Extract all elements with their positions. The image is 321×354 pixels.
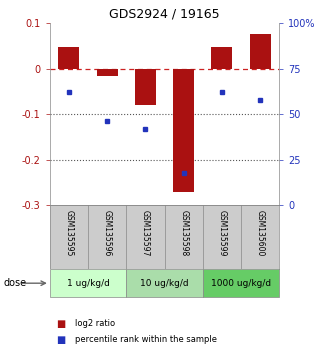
Text: percentile rank within the sample: percentile rank within the sample [75, 335, 217, 344]
Bar [203, 269, 279, 297]
Text: GSM135600: GSM135600 [256, 210, 265, 257]
Text: GSM135596: GSM135596 [103, 210, 112, 257]
Bar [211, 47, 232, 69]
Bar [97, 69, 118, 76]
Bar [135, 69, 156, 105]
Bar [126, 269, 203, 297]
Text: GSM135598: GSM135598 [179, 210, 188, 257]
Text: ■: ■ [56, 335, 65, 345]
Text: GSM135597: GSM135597 [141, 210, 150, 257]
Text: ■: ■ [56, 319, 65, 329]
Bar [250, 34, 271, 69]
Text: GSM135595: GSM135595 [65, 210, 74, 257]
Text: GSM135599: GSM135599 [217, 210, 226, 257]
Title: GDS2924 / 19165: GDS2924 / 19165 [109, 7, 220, 21]
Text: dose: dose [3, 278, 26, 288]
Bar [173, 69, 194, 192]
Text: 1000 ug/kg/d: 1000 ug/kg/d [211, 279, 271, 288]
Text: 1 ug/kg/d: 1 ug/kg/d [66, 279, 109, 288]
Text: 10 ug/kg/d: 10 ug/kg/d [140, 279, 189, 288]
Bar [50, 269, 126, 297]
Text: log2 ratio: log2 ratio [75, 319, 116, 329]
Bar [58, 47, 79, 69]
